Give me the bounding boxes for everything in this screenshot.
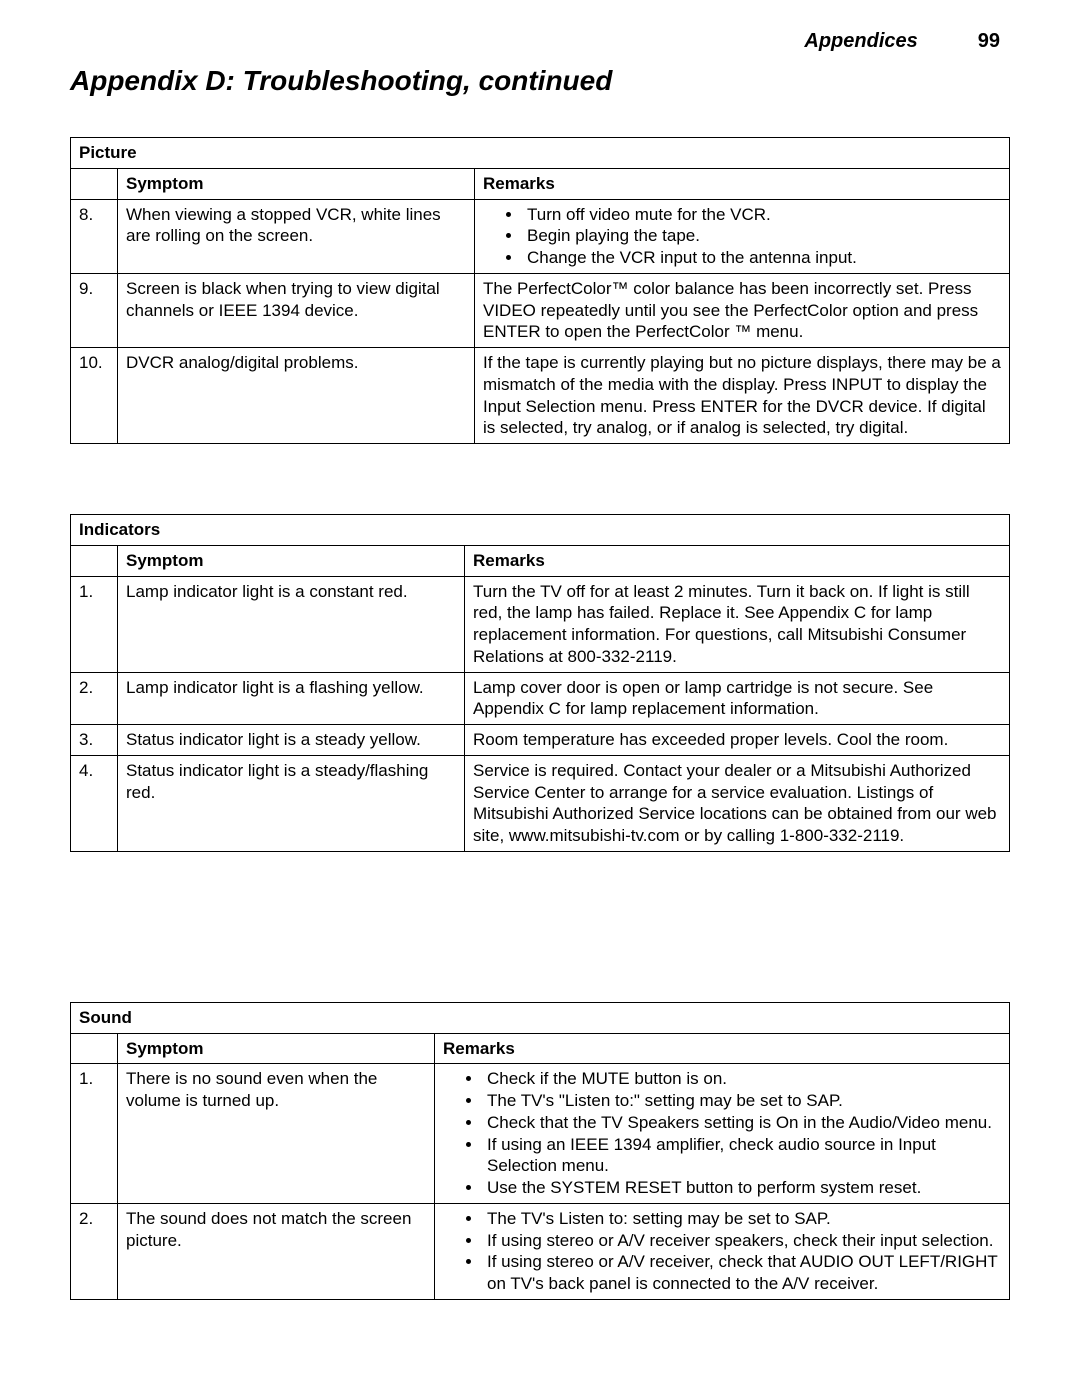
table-row: 4. Status indicator light is a steady/fl… — [71, 755, 1010, 851]
table-row: 1. There is no sound even when the volum… — [71, 1064, 1010, 1204]
table-section-title: Indicators — [71, 515, 1010, 546]
row-number: 8. — [71, 199, 118, 273]
row-remarks: Check if the MUTE button is on. The TV's… — [435, 1064, 1010, 1204]
table-header-blank — [71, 1033, 118, 1064]
row-remarks: The PerfectColor™ color balance has been… — [475, 273, 1010, 347]
table-section-row: Sound — [71, 1002, 1010, 1033]
header-section-label: Appendices — [804, 30, 917, 53]
row-symptom: Status indicator light is a steady yello… — [118, 725, 465, 756]
picture-table: Picture Symptom Remarks 8. When viewing … — [70, 137, 1010, 444]
table-section-title: Picture — [71, 138, 1010, 169]
list-item: If using an IEEE 1394 amplifier, check a… — [483, 1134, 1001, 1178]
row-symptom: DVCR analog/digital problems. — [118, 348, 475, 444]
list-item: Check that the TV Speakers setting is On… — [483, 1112, 1001, 1134]
list-item: If using stereo or A/V receiver, check t… — [483, 1251, 1001, 1295]
row-symptom: Lamp indicator light is a constant red. — [118, 576, 465, 672]
row-remarks: Turn off video mute for the VCR. Begin p… — [475, 199, 1010, 273]
row-number: 10. — [71, 348, 118, 444]
row-symptom: The sound does not match the screen pict… — [118, 1203, 435, 1299]
table-row: 3. Status indicator light is a steady ye… — [71, 725, 1010, 756]
row-remarks: Lamp cover door is open or lamp cartridg… — [465, 672, 1010, 725]
table-header-blank — [71, 545, 118, 576]
sound-table: Sound Symptom Remarks 1. There is no sou… — [70, 1002, 1010, 1300]
table-header-row: Symptom Remarks — [71, 1033, 1010, 1064]
list-item: Change the VCR input to the antenna inpu… — [523, 247, 1001, 269]
row-symptom: When viewing a stopped VCR, white lines … — [118, 199, 475, 273]
table-spacer — [70, 852, 1010, 1002]
header-page-number: 99 — [978, 30, 1000, 53]
list-item: Turn off video mute for the VCR. — [523, 204, 1001, 226]
table-spacer — [70, 444, 1010, 514]
row-number: 4. — [71, 755, 118, 851]
page: Appendices 99 Appendix D: Troubleshootin… — [0, 0, 1080, 1397]
row-number: 9. — [71, 273, 118, 347]
table-header-symptom: Symptom — [118, 1033, 435, 1064]
table-row: 10. DVCR analog/digital problems. If the… — [71, 348, 1010, 444]
list-item: The TV's Listen to: setting may be set t… — [483, 1208, 1001, 1230]
table-header-row: Symptom Remarks — [71, 545, 1010, 576]
row-number: 2. — [71, 672, 118, 725]
list-item: If using stereo or A/V receiver speakers… — [483, 1230, 1001, 1252]
row-number: 1. — [71, 576, 118, 672]
table-row: 1. Lamp indicator light is a constant re… — [71, 576, 1010, 672]
table-row: 2. Lamp indicator light is a flashing ye… — [71, 672, 1010, 725]
table-header-symptom: Symptom — [118, 168, 475, 199]
table-header-remarks: Remarks — [475, 168, 1010, 199]
row-remarks: Turn the TV off for at least 2 minutes. … — [465, 576, 1010, 672]
list-item: Check if the MUTE button is on. — [483, 1068, 1001, 1090]
table-header-blank — [71, 168, 118, 199]
table-row: 8. When viewing a stopped VCR, white lin… — [71, 199, 1010, 273]
table-header-remarks: Remarks — [465, 545, 1010, 576]
row-symptom: Lamp indicator light is a flashing yello… — [118, 672, 465, 725]
list-item: Use the SYSTEM RESET button to perform s… — [483, 1177, 1001, 1199]
row-number: 1. — [71, 1064, 118, 1204]
page-header: Appendices 99 — [70, 30, 1010, 53]
remarks-list: Check if the MUTE button is on. The TV's… — [443, 1068, 1001, 1199]
row-number: 3. — [71, 725, 118, 756]
remarks-list: The TV's Listen to: setting may be set t… — [443, 1208, 1001, 1295]
remarks-list: Turn off video mute for the VCR. Begin p… — [483, 204, 1001, 269]
row-symptom: There is no sound even when the volume i… — [118, 1064, 435, 1204]
list-item: The TV's "Listen to:" setting may be set… — [483, 1090, 1001, 1112]
table-header-remarks: Remarks — [435, 1033, 1010, 1064]
table-section-row: Indicators — [71, 515, 1010, 546]
table-section-title: Sound — [71, 1002, 1010, 1033]
table-row: 2. The sound does not match the screen p… — [71, 1203, 1010, 1299]
table-row: 9. Screen is black when trying to view d… — [71, 273, 1010, 347]
row-symptom: Screen is black when trying to view digi… — [118, 273, 475, 347]
row-remarks: The TV's Listen to: setting may be set t… — [435, 1203, 1010, 1299]
table-header-symptom: Symptom — [118, 545, 465, 576]
indicators-table: Indicators Symptom Remarks 1. Lamp indic… — [70, 514, 1010, 852]
list-item: Begin playing the tape. — [523, 225, 1001, 247]
row-remarks: Service is required. Contact your dealer… — [465, 755, 1010, 851]
table-section-row: Picture — [71, 138, 1010, 169]
row-number: 2. — [71, 1203, 118, 1299]
row-remarks: Room temperature has exceeded proper lev… — [465, 725, 1010, 756]
table-header-row: Symptom Remarks — [71, 168, 1010, 199]
row-symptom: Status indicator light is a steady/flash… — [118, 755, 465, 851]
row-remarks: If the tape is currently playing but no … — [475, 348, 1010, 444]
page-title: Appendix D: Troubleshooting, continued — [70, 65, 1010, 97]
